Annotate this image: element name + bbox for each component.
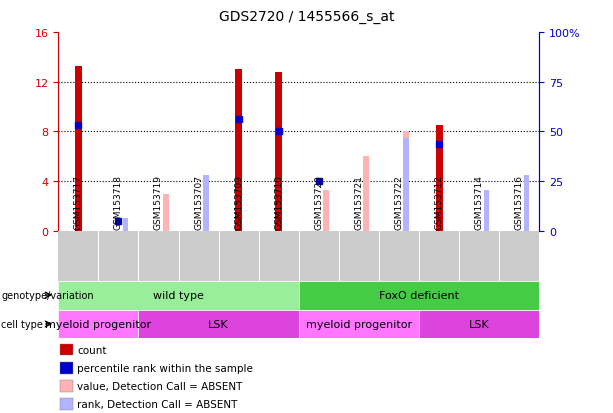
Bar (323, 190, 329, 231)
Text: percentile rank within the sample: percentile rank within the sample (77, 363, 253, 373)
Bar (60, 344, 73, 356)
Bar (203, 176, 208, 231)
Bar (139, 310, 299, 339)
Bar (58, 310, 139, 339)
Text: LSK: LSK (208, 319, 229, 329)
Bar (436, 126, 443, 231)
Text: myeloid progenitor: myeloid progenitor (45, 319, 151, 329)
Bar (235, 70, 242, 231)
Bar (275, 73, 283, 231)
Text: wild type: wild type (153, 290, 204, 300)
Bar (163, 194, 169, 231)
Bar (403, 132, 409, 231)
Bar (403, 138, 409, 231)
Text: value, Detection Call = ABSENT: value, Detection Call = ABSENT (77, 381, 243, 391)
Bar (299, 310, 419, 339)
Bar (60, 398, 73, 410)
Bar (484, 213, 489, 231)
Text: GDS2720 / 1455566_s_at: GDS2720 / 1455566_s_at (219, 10, 394, 24)
Bar (364, 157, 369, 231)
Bar (75, 66, 82, 231)
Bar (524, 176, 530, 231)
Bar (419, 310, 539, 339)
Text: LSK: LSK (469, 319, 490, 329)
Text: cell type: cell type (1, 319, 43, 329)
Text: genotype/variation: genotype/variation (1, 290, 94, 300)
Bar (524, 176, 530, 231)
Bar (484, 190, 489, 231)
Text: myeloid progenitor: myeloid progenitor (306, 319, 412, 329)
Text: count: count (77, 345, 107, 355)
Bar (58, 281, 299, 310)
Bar (203, 176, 208, 231)
Bar (60, 380, 73, 392)
Bar (123, 219, 128, 231)
Text: FoxO deficient: FoxO deficient (379, 290, 459, 300)
Text: rank, Detection Call = ABSENT: rank, Detection Call = ABSENT (77, 399, 238, 409)
Bar (299, 281, 539, 310)
Bar (60, 362, 73, 374)
